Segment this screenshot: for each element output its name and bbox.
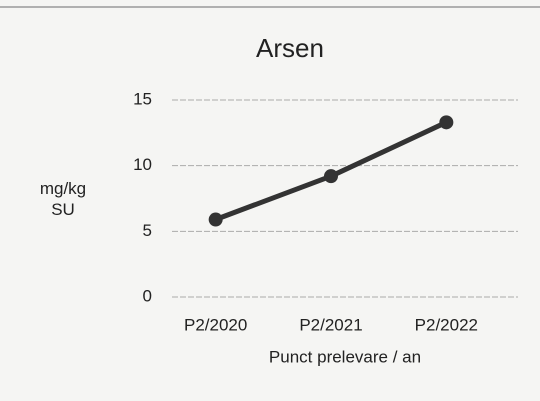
data-point [439, 115, 454, 130]
chart-title: Arsen [256, 33, 324, 63]
y-tick-label: 15 [133, 89, 152, 108]
y-tick-label: 5 [143, 221, 152, 240]
y-tick-label: 10 [133, 155, 152, 174]
data-point [324, 169, 338, 184]
y-tick-label: 0 [143, 286, 152, 305]
y-axis-label: mg/kg SU [39, 179, 87, 219]
x-tick-label: P2/2020 [184, 315, 247, 334]
x-tick-label: P2/2021 [299, 315, 362, 334]
x-axis-label: Punct prelevare / an [269, 347, 421, 366]
x-tick-label: P2/2022 [415, 315, 478, 334]
data-point [208, 212, 223, 227]
